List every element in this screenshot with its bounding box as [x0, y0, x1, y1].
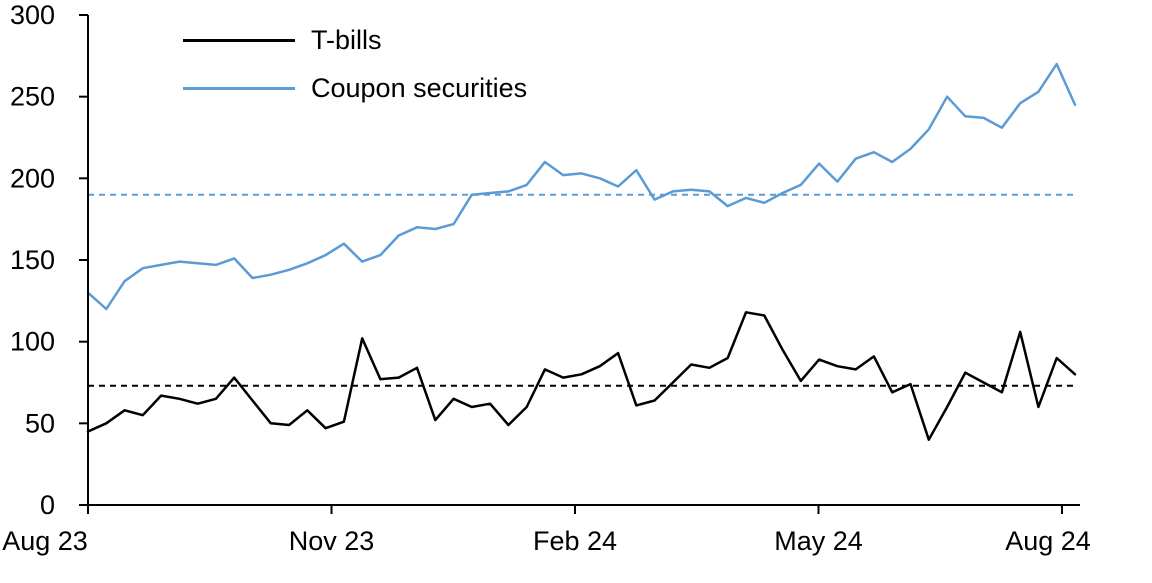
y-tick-label: 100	[10, 327, 55, 357]
coupon-securities-line-sample	[183, 86, 295, 90]
y-tick-label: 50	[25, 408, 55, 438]
y-tick-label: 200	[10, 163, 55, 193]
coupon-securities-legend-label: Coupon securities	[311, 72, 528, 103]
y-tick-label: 250	[10, 82, 55, 112]
series-line-0	[86, 311, 1077, 441]
x-tick-label: Feb 24	[533, 526, 617, 556]
x-tick-label: May 24	[774, 526, 863, 556]
legend-item-t-bills: T-bills	[183, 16, 527, 64]
legend-item-coupon-securities: Coupon securities	[183, 64, 527, 112]
chart-legend: T-bills Coupon securities	[183, 16, 527, 112]
y-tick-label: 300	[10, 0, 55, 30]
x-tick-label: Aug 24	[1005, 526, 1091, 556]
x-tick-label: Nov 23	[289, 526, 375, 556]
y-tick-label: 150	[10, 245, 55, 275]
t-bills-line-sample	[183, 38, 295, 42]
y-tick-label: 0	[40, 490, 55, 520]
series-line-1	[86, 62, 1077, 311]
x-tick-label: Aug 23	[2, 526, 88, 556]
t-bills-legend-label: T-bills	[311, 24, 382, 55]
